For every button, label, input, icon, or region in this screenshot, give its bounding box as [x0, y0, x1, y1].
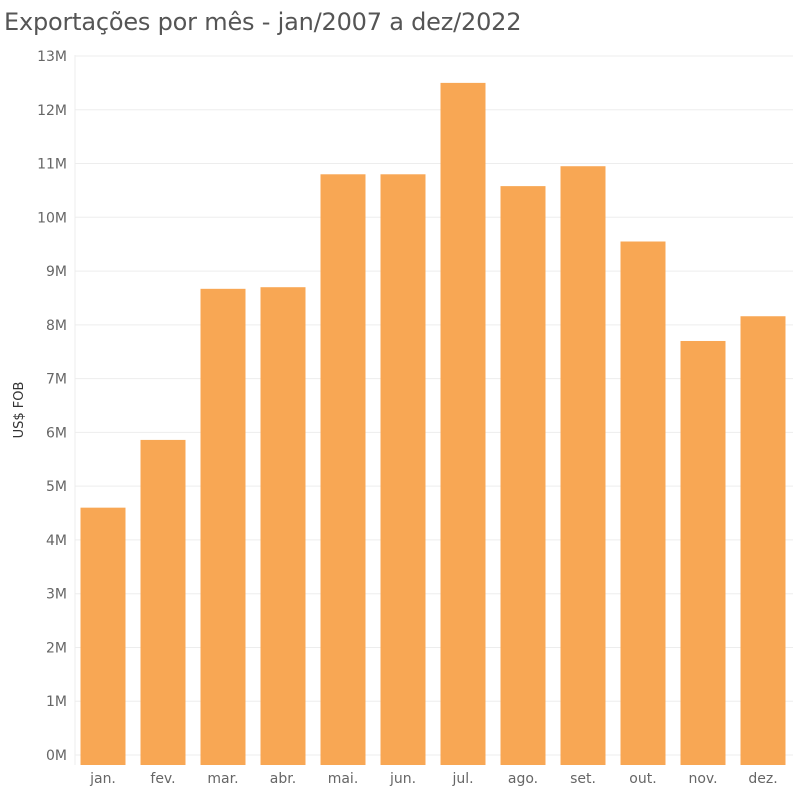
y-tick-label: 4M: [46, 533, 67, 549]
bar-11: [740, 316, 786, 765]
bar-8: [560, 166, 606, 765]
bar-9: [620, 241, 666, 765]
y-tick-label: 6M: [46, 425, 67, 441]
y-tick-label: 13M: [37, 49, 67, 65]
y-tick-label: 7M: [46, 372, 67, 388]
bar-6: [440, 82, 486, 765]
y-axis-title: US$ FOB: [12, 382, 27, 439]
y-tick-label: 1M: [46, 694, 67, 710]
x-tick-label: jul.: [451, 771, 473, 787]
x-tick-label: abr.: [270, 771, 296, 787]
bar-1: [140, 439, 186, 765]
x-tick-label: mar.: [207, 771, 238, 787]
y-axis-tick-labels: 0M 1M 2M 3M 4M 5M 6M 7M 8M 9M 10M 11M 12M 13M: [37, 49, 67, 764]
x-tick-label: fev.: [150, 771, 175, 787]
x-tick-label: set.: [570, 771, 596, 787]
bar-5: [380, 174, 426, 766]
x-tick-label: jan.: [89, 771, 116, 787]
x-axis-tick-labels: jan. fev. mar. abr. mai. jun. jul. ago. set. out.…: [89, 771, 778, 787]
x-tick-label: out.: [629, 771, 656, 787]
grid-lines: [74, 55, 793, 765]
x-tick-label: dez.: [748, 771, 777, 787]
bar-2: [200, 288, 246, 765]
x-tick-label: nov.: [688, 771, 717, 787]
bar-4: [320, 174, 366, 766]
y-tick-label: 11M: [37, 157, 67, 173]
bar-7: [500, 186, 546, 766]
x-tick-label: mai.: [328, 771, 359, 787]
bar-10: [680, 340, 726, 765]
y-tick-label: 8M: [46, 318, 67, 334]
x-tick-label: ago.: [508, 771, 538, 787]
y-tick-label: 10M: [37, 210, 67, 226]
chart-title: Exportações por mês - jan/2007 a dez/202…: [4, 8, 522, 36]
bars: [80, 82, 786, 766]
y-tick-label: 9M: [46, 264, 67, 280]
bar-0: [80, 507, 126, 765]
y-tick-label: 12M: [37, 103, 67, 119]
y-tick-label: 5M: [46, 479, 67, 495]
y-tick-label: 2M: [46, 640, 67, 656]
x-tick-label: jun.: [389, 771, 416, 787]
bar-3: [260, 287, 306, 765]
y-tick-label: 3M: [46, 587, 67, 603]
y-tick-label: 0M: [46, 748, 67, 764]
